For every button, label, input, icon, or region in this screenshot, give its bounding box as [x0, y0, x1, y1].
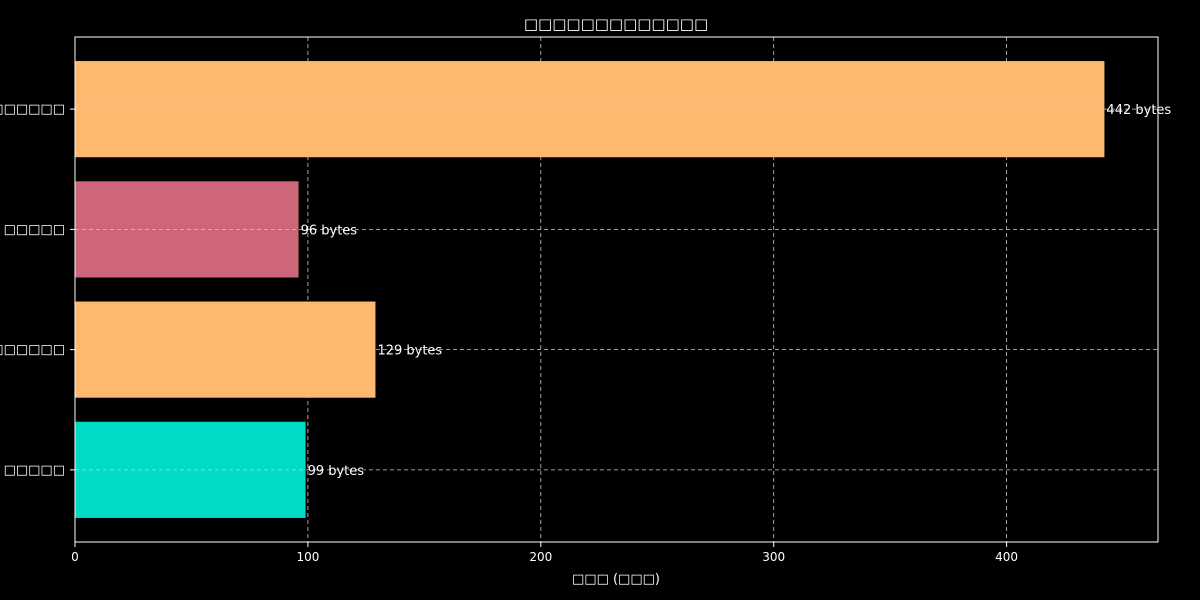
x-tick-label: 400	[995, 550, 1018, 564]
y-tick-label: □□□□□	[4, 463, 65, 478]
horizontal-grid-lines	[75, 108, 1158, 471]
bar-value-label: 96 bytes	[301, 223, 358, 238]
y-axis-ticks: □□□□□□□□□□□□□□□□□□□□□□	[0, 102, 75, 478]
bar-value-label: 442 bytes	[1106, 103, 1171, 118]
x-tick-label: 100	[296, 550, 319, 564]
y-tick-label: □□□□□□	[0, 343, 65, 358]
x-axis-ticks: 0 100 200 300 400	[71, 542, 1018, 564]
y-tick-label: □□□□□□	[0, 102, 65, 117]
x-tick-label: 200	[529, 550, 552, 564]
x-axis-label: □□□ (□□□)	[572, 572, 660, 587]
y-tick-label: □□□□□	[4, 222, 65, 237]
chart-title: □□□□□□□□□□□□□	[524, 15, 708, 33]
bar-value-label: 99 bytes	[308, 464, 365, 479]
bar-value-label: 129 bytes	[377, 344, 442, 359]
x-tick-label: 300	[762, 550, 785, 564]
data-labels: 442 bytes 96 bytes 129 bytes 99 bytes	[301, 103, 1172, 479]
bars	[75, 61, 1105, 518]
x-tick-label: 0	[71, 550, 79, 564]
plot-frame	[74, 36, 1159, 543]
